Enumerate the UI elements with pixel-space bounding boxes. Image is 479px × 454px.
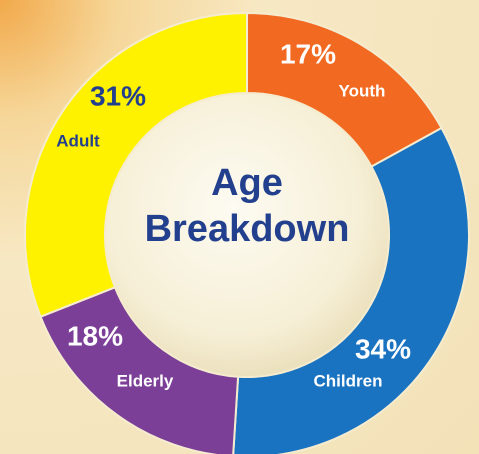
value-label: 17% [280, 38, 336, 69]
category-label: Children [314, 371, 383, 390]
donut-slice [24, 11, 248, 319]
category-label: Elderly [117, 371, 174, 390]
chart-title: Age Breakdown [144, 162, 350, 250]
donut-hole [106, 94, 388, 376]
donut-slice [232, 126, 470, 454]
category-label: Adult [56, 131, 100, 150]
category-label: Youth [339, 81, 386, 100]
value-label: 18% [67, 320, 123, 351]
value-label: 34% [355, 333, 411, 364]
value-label: 31% [90, 80, 146, 111]
